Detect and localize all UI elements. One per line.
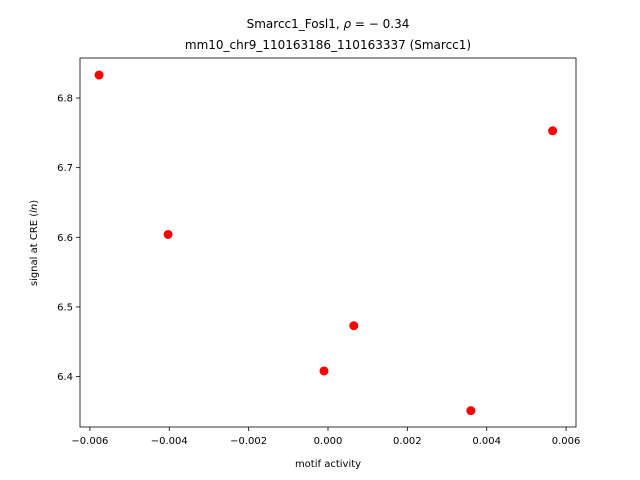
data-point <box>466 406 476 416</box>
data-point <box>349 321 359 331</box>
data-point <box>319 366 329 376</box>
x-tick-label: −0.004 <box>151 436 188 447</box>
data-point <box>94 70 104 80</box>
y-tick-label: 6.4 <box>57 372 73 383</box>
x-axis-ticks: −0.006 −0.004 −0.002 0.000 0.002 0.004 0.006 <box>71 427 580 447</box>
y-axis-label: signal at CRE (ln) <box>29 200 40 286</box>
y-tick-label: 6.8 <box>57 94 73 105</box>
x-tick-label: 0.002 <box>393 436 422 447</box>
data-point <box>163 229 173 239</box>
data-point <box>548 126 558 136</box>
y-axis-ticks: 6.4 6.5 6.6 6.7 6.8 <box>57 94 80 383</box>
x-tick-label: −0.002 <box>230 436 267 447</box>
x-tick-label: 0.006 <box>552 436 581 447</box>
x-axis-label: motif activity <box>295 459 361 470</box>
chart-title-line1: Smarcc1_Fosl1, ρ = − 0.34 <box>247 17 410 31</box>
chart-title-line2: mm10_chr9_110163186_110163337 (Smarcc1) <box>185 38 471 52</box>
x-tick-label: −0.006 <box>71 436 108 447</box>
y-tick-label: 6.5 <box>57 302 73 313</box>
y-tick-label: 6.7 <box>57 163 73 174</box>
x-tick-label: 0.004 <box>472 436 501 447</box>
x-tick-label: 0.000 <box>314 436 343 447</box>
y-tick-label: 6.6 <box>57 233 73 244</box>
data-points <box>94 70 558 416</box>
